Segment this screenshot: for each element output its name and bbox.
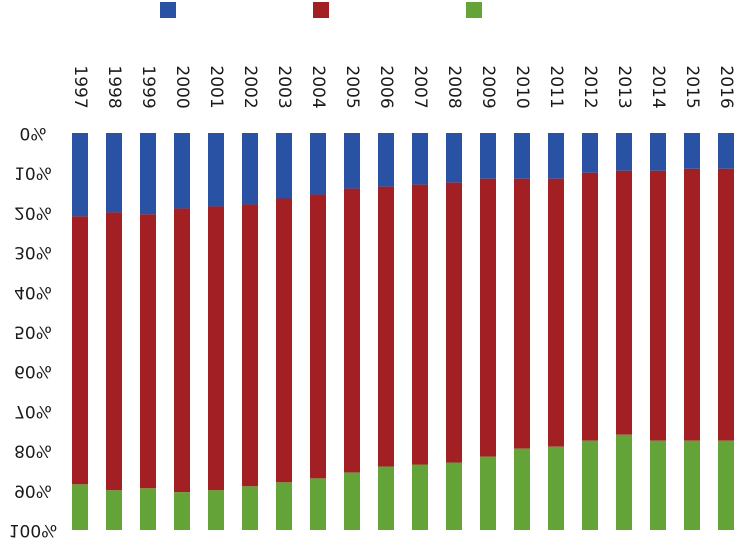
y-tick-label-9: 90%: [14, 480, 52, 500]
bar-segment-2009-s3: [480, 456, 496, 530]
bar-segment-2011-s2: [548, 178, 564, 447]
category-label-2008: 2008: [444, 65, 464, 108]
bar-segment-2016-s1: [718, 133, 734, 169]
bar-segment-2002-s2: [242, 204, 258, 487]
bar-segment-2001-s1: [208, 133, 224, 207]
y-tick-label-0: 0%: [20, 123, 47, 143]
bar-segment-2012-s2: [582, 172, 598, 441]
bar-segment-1998-s3: [106, 490, 122, 530]
bar-segment-2012-s3: [582, 440, 598, 530]
category-label-2010: 2010: [512, 65, 532, 108]
x-axis-category-labels: 1997 1998 1999 2000 2001 2002 2003 2004 2005 2006…: [70, 65, 736, 108]
y-tick-label-4: 40%: [14, 282, 52, 302]
category-label-2013: 2013: [614, 65, 634, 108]
bar-segment-2011-s3: [548, 446, 564, 530]
bar-segment-2003-s3: [276, 482, 292, 530]
bar-segment-2001-s2: [208, 206, 224, 491]
category-label-1998: 1998: [104, 65, 124, 108]
y-tick-label-8: 80%: [14, 441, 52, 461]
bar-segment-2014-s2: [650, 170, 666, 441]
bar-segment-2015-s1: [684, 133, 700, 169]
legend-swatch-2: [313, 2, 329, 18]
bar-segment-1999-s3: [140, 488, 156, 530]
bar-segment-2002-s3: [242, 486, 258, 530]
category-label-2006: 2006: [376, 65, 396, 108]
category-label-2016: 2016: [716, 65, 736, 108]
bar-segment-2005-s1: [344, 133, 360, 189]
bar-segment-2003-s1: [276, 133, 292, 199]
bar-segment-2004-s3: [310, 478, 326, 530]
bar-segment-2014-s3: [650, 440, 666, 530]
category-label-2015: 2015: [682, 65, 702, 108]
legend-swatch-1: [160, 2, 176, 18]
bar-segment-1998-s2: [106, 212, 122, 491]
category-label-2009: 2009: [478, 65, 498, 108]
bar-segment-2009-s2: [480, 178, 496, 457]
bar-segment-2000-s1: [174, 133, 190, 209]
category-label-1997: 1997: [70, 65, 90, 108]
category-label-2007: 2007: [410, 65, 430, 108]
bar-segment-1998-s1: [106, 133, 122, 213]
bar-segment-1999-s2: [140, 214, 156, 489]
bar-segment-2012-s1: [582, 133, 598, 173]
category-label-2003: 2003: [274, 65, 294, 108]
bar-segment-2004-s2: [310, 194, 326, 479]
bar-segment-1997-s1: [72, 133, 88, 217]
y-tick-label-10: 100%: [9, 520, 58, 540]
bar-segment-2008-s1: [446, 133, 462, 183]
bar-segment-2013-s3: [616, 434, 632, 530]
bar-segment-2013-s2: [616, 170, 632, 435]
category-label-2005: 2005: [342, 65, 362, 108]
bar-segment-2011-s1: [548, 133, 564, 179]
bar-segment-2001-s3: [208, 490, 224, 530]
bar-segment-2003-s2: [276, 198, 292, 483]
bar-segment-2006-s2: [378, 186, 394, 467]
bar-segment-2002-s1: [242, 133, 258, 205]
y-tick-label-3: 30%: [14, 242, 52, 262]
category-label-1999: 1999: [138, 65, 158, 108]
y-tick-label-2: 20%: [14, 202, 52, 222]
bar-segment-2007-s3: [412, 464, 428, 530]
bar-segment-2010-s1: [514, 133, 530, 179]
legend-swatch-3: [466, 2, 482, 18]
category-label-2000: 2000: [172, 65, 192, 108]
bar-segment-2016-s2: [718, 168, 734, 441]
category-label-2011: 2011: [546, 65, 566, 108]
bar-segment-2014-s1: [650, 133, 666, 171]
bar-segment-2008-s3: [446, 462, 462, 530]
bar-segment-2006-s3: [378, 466, 394, 530]
bar-segment-2000-s3: [174, 492, 190, 530]
bar-segment-1997-s3: [72, 484, 88, 530]
bar-segment-2015-s3: [684, 440, 700, 530]
bar-segment-2010-s3: [514, 448, 530, 530]
y-tick-label-5: 50%: [14, 322, 52, 342]
bar-segment-1997-s2: [72, 216, 88, 485]
category-label-2012: 2012: [580, 65, 600, 108]
bar-segment-2005-s2: [344, 188, 360, 473]
bar-segment-2015-s2: [684, 168, 700, 441]
bar-segment-2007-s2: [412, 184, 428, 465]
bar-segment-2010-s2: [514, 178, 530, 449]
bar-segment-2016-s3: [718, 440, 734, 530]
bar-segment-2004-s1: [310, 133, 326, 195]
bar-segment-1999-s1: [140, 133, 156, 215]
category-label-2004: 2004: [308, 65, 328, 108]
category-label-2002: 2002: [240, 65, 260, 108]
bar-segment-2005-s3: [344, 472, 360, 530]
bar-segment-2008-s2: [446, 182, 462, 463]
y-tick-label-6: 60%: [14, 361, 52, 381]
bar-segment-2009-s1: [480, 133, 496, 179]
plot-area: [72, 133, 734, 530]
y-axis-tick-labels: 0% 10% 20% 30% 40% 50% 60% 70% 80% 90% 100%: [9, 123, 58, 540]
bar-segment-2013-s1: [616, 133, 632, 171]
y-tick-label-1: 10%: [14, 163, 52, 183]
bar-segment-2000-s2: [174, 208, 190, 493]
category-label-2001: 2001: [206, 65, 226, 108]
bar-segment-2007-s1: [412, 133, 428, 185]
legend: [160, 2, 482, 18]
bar-segment-2006-s1: [378, 133, 394, 187]
category-label-2014: 2014: [648, 65, 668, 108]
y-tick-label-7: 70%: [14, 401, 52, 421]
